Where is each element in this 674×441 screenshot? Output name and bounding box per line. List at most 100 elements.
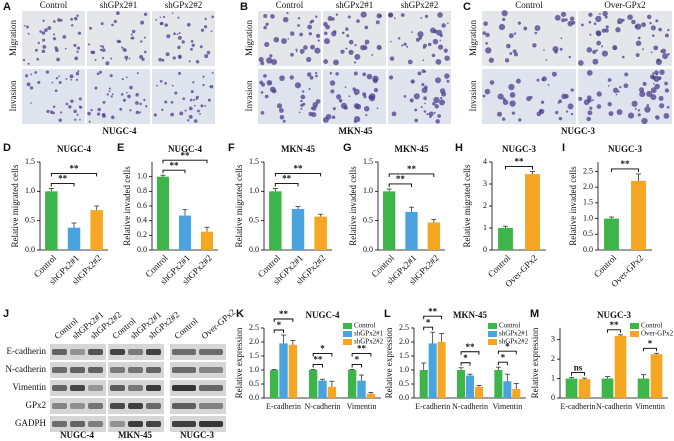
cell-stain bbox=[655, 58, 663, 66]
cell-stain bbox=[122, 48, 127, 52]
x-tick-label: N-cadherin bbox=[305, 402, 341, 411]
cell-stain bbox=[204, 17, 207, 21]
cell-stain bbox=[129, 85, 133, 90]
cell-stain bbox=[42, 19, 45, 22]
blot-band bbox=[146, 421, 161, 427]
cell-stain bbox=[335, 72, 339, 76]
significance-label: ** bbox=[407, 164, 417, 174]
cell-stain bbox=[94, 86, 98, 90]
cell-stain bbox=[70, 24, 74, 27]
bar bbox=[650, 354, 663, 398]
cell-stain bbox=[646, 90, 653, 98]
cell-stain bbox=[660, 48, 667, 54]
cell-stain bbox=[129, 109, 132, 112]
x-tick-label: Vimentin bbox=[635, 402, 665, 411]
blot-band bbox=[88, 403, 103, 409]
cell-stain bbox=[513, 32, 517, 35]
cell-stain bbox=[509, 52, 513, 55]
bar bbox=[614, 335, 627, 398]
y-tick-label: 2.0 bbox=[399, 337, 409, 346]
micrograph bbox=[482, 11, 576, 66]
cell-stain bbox=[135, 93, 139, 97]
cell-stain bbox=[64, 47, 67, 50]
cell-stain bbox=[589, 33, 592, 36]
y-tick-label: 2 bbox=[483, 201, 487, 210]
cell-stain bbox=[437, 114, 441, 118]
bar bbox=[269, 370, 279, 398]
cell-stain bbox=[297, 24, 301, 27]
cell-stain bbox=[27, 62, 30, 65]
significance-bracket bbox=[460, 362, 471, 366]
cell-stain bbox=[545, 59, 548, 61]
cell-stain bbox=[390, 40, 392, 43]
row-label: Invasion bbox=[8, 80, 18, 111]
cell-stain bbox=[420, 105, 423, 109]
bar bbox=[631, 180, 646, 250]
significance-label: ns bbox=[574, 363, 583, 373]
cell-stain bbox=[209, 85, 214, 89]
cell-stain bbox=[30, 102, 32, 104]
cell-stain bbox=[37, 41, 41, 45]
cell-stain bbox=[140, 20, 145, 25]
cell-stain bbox=[644, 106, 651, 113]
cell-stain bbox=[518, 118, 522, 122]
cell-stain bbox=[434, 104, 439, 109]
cell-stain bbox=[654, 83, 660, 90]
blot-strip bbox=[170, 416, 226, 432]
cell-stain bbox=[76, 50, 79, 53]
cell-stain bbox=[599, 12, 601, 15]
cell-stain bbox=[263, 13, 268, 19]
cell-stain bbox=[186, 22, 191, 27]
x-tick-label: Vimentin bbox=[347, 402, 377, 411]
cell-stain bbox=[498, 23, 506, 31]
significance-bracket bbox=[611, 168, 639, 172]
cell-stain bbox=[309, 75, 314, 80]
column-label: shGPx2#2 bbox=[401, 0, 439, 10]
cell-stain bbox=[55, 77, 59, 80]
significance-bracket bbox=[312, 363, 323, 368]
y-tick-label: 0.5 bbox=[363, 215, 373, 224]
significance-label: ** bbox=[279, 309, 289, 319]
significance-bracket bbox=[643, 347, 657, 352]
cell-stain bbox=[602, 10, 608, 17]
cell-stain bbox=[181, 40, 185, 44]
significance-label: ** bbox=[466, 342, 476, 352]
cell-stain bbox=[39, 30, 43, 33]
cell-stain bbox=[23, 24, 26, 27]
cell-stain bbox=[143, 50, 147, 54]
y-axis-label: Relative invaded cells bbox=[348, 166, 358, 246]
cell-stain bbox=[634, 107, 637, 110]
cell-stain bbox=[121, 46, 124, 49]
cell-stain bbox=[658, 27, 662, 32]
significance-bracket bbox=[460, 351, 480, 355]
cell-stain bbox=[30, 73, 33, 76]
cell-stain bbox=[588, 20, 592, 24]
cell-stain bbox=[101, 45, 105, 48]
significance-bracket bbox=[50, 182, 75, 187]
cell-stain bbox=[642, 81, 647, 87]
cell-stain bbox=[592, 49, 597, 55]
cell-stain bbox=[646, 104, 650, 107]
cell-stain bbox=[122, 98, 126, 102]
cell-stain bbox=[89, 26, 92, 30]
cell-stain bbox=[592, 58, 599, 65]
cell-stain bbox=[90, 108, 93, 112]
cell-stain bbox=[483, 21, 488, 26]
cell-stain bbox=[578, 96, 583, 101]
panel-letter: H bbox=[455, 142, 463, 154]
cell-stain bbox=[79, 118, 81, 121]
cell-stain bbox=[506, 43, 511, 49]
blot-band bbox=[88, 421, 103, 427]
y-tick-label: 4 bbox=[483, 157, 487, 166]
row-label: Migration bbox=[8, 20, 18, 56]
cell-stain bbox=[143, 12, 148, 17]
y-tick-label: 0.0 bbox=[399, 393, 409, 402]
cell-stain bbox=[76, 113, 79, 116]
cell-stain bbox=[650, 25, 656, 31]
significance-bracket bbox=[274, 182, 299, 187]
cell-stain bbox=[330, 89, 335, 94]
cell-stain bbox=[178, 55, 182, 59]
cell-stain bbox=[128, 57, 131, 60]
cell-stain bbox=[46, 109, 50, 113]
y-tick-label: 0 bbox=[551, 393, 555, 402]
